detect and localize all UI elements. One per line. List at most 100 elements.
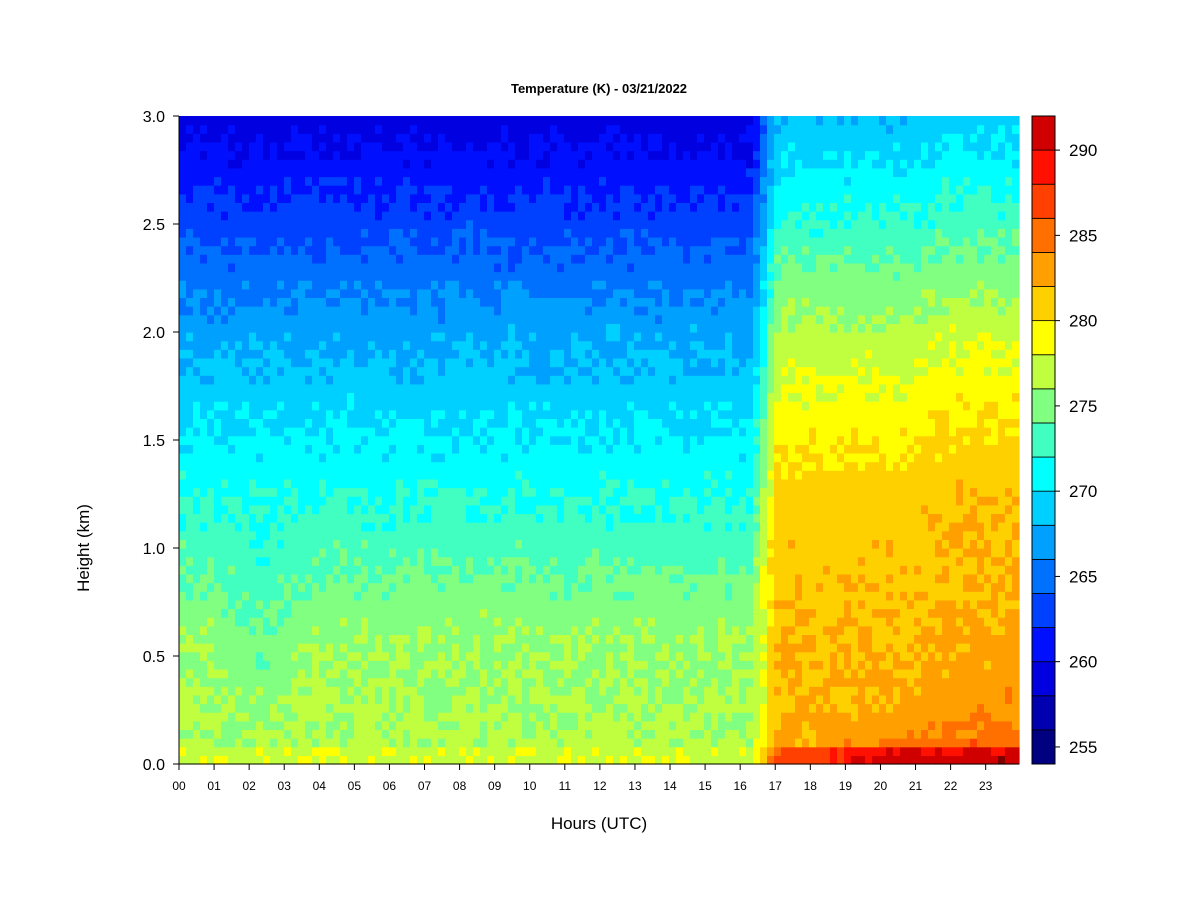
heatmap-cell (410, 211, 418, 221)
heatmap-cell (431, 694, 439, 705)
heatmap-cell (305, 288, 313, 299)
heatmap-cell (291, 314, 299, 324)
heatmap-cell (515, 643, 523, 653)
heatmap-cell (291, 738, 299, 748)
heatmap-cell (214, 314, 222, 324)
heatmap-cell (312, 332, 320, 342)
heatmap-cell (396, 332, 404, 342)
heatmap-cell (417, 487, 425, 497)
heatmap-cell (466, 504, 474, 515)
heatmap-cell (368, 694, 376, 705)
heatmap-cell (207, 280, 215, 290)
heatmap-cell (564, 306, 572, 316)
heatmap-cell (235, 383, 243, 394)
heatmap-cell (375, 746, 383, 756)
heatmap-cell (522, 530, 530, 540)
heatmap-cell (228, 539, 236, 549)
heatmap-cell (277, 539, 285, 549)
heatmap-cell (284, 427, 292, 437)
heatmap-cell (445, 288, 453, 299)
heatmap-cell (424, 625, 432, 635)
heatmap-cell (410, 461, 418, 471)
heatmap-cell (368, 427, 376, 437)
heatmap-cell (585, 288, 593, 299)
heatmap-cell (613, 357, 621, 368)
heatmap-cell (291, 478, 299, 489)
heatmap-cell (382, 185, 390, 195)
heatmap-cell (515, 383, 523, 394)
heatmap-cell (634, 746, 642, 756)
heatmap-cell (228, 513, 236, 523)
heatmap-cell (550, 297, 558, 307)
heatmap-cell (620, 167, 628, 178)
heatmap-cell (368, 133, 376, 143)
heatmap-cell (501, 159, 509, 169)
heatmap-cell (389, 262, 397, 273)
heatmap-cell (319, 254, 327, 264)
heatmap-cell (291, 643, 299, 653)
heatmap-cell (599, 625, 607, 635)
heatmap-cell (193, 591, 201, 601)
heatmap-cell (207, 133, 215, 143)
heatmap-cell (445, 461, 453, 471)
heatmap-cell (424, 150, 432, 160)
heatmap-cell (270, 314, 278, 324)
heatmap-cell (256, 116, 264, 126)
heatmap-cell (242, 185, 250, 195)
heatmap-cell (529, 556, 537, 566)
heatmap-cell (515, 556, 523, 566)
heatmap-cell (599, 729, 607, 739)
heatmap-cell (543, 651, 551, 661)
heatmap-cell (291, 435, 299, 445)
heatmap-cell (270, 625, 278, 635)
heatmap-cell (256, 306, 264, 316)
heatmap-cell (627, 461, 635, 471)
heatmap-cell (424, 392, 432, 402)
heatmap-cell (263, 133, 271, 143)
heatmap-cell (494, 608, 502, 618)
heatmap-cell (466, 703, 474, 713)
heatmap-cell (424, 755, 432, 765)
heatmap-cell (473, 116, 481, 126)
heatmap-cell (284, 643, 292, 653)
heatmap-cell (473, 349, 481, 359)
heatmap-cell (200, 211, 208, 221)
heatmap-cell (550, 660, 558, 670)
heatmap-cell (200, 176, 208, 186)
heatmap-cell (473, 185, 481, 195)
heatmap-cell (515, 738, 523, 748)
heatmap-cell (480, 599, 488, 610)
heatmap-cell (347, 375, 355, 385)
heatmap-cell (403, 383, 411, 394)
heatmap-cell (235, 565, 243, 575)
heatmap-cell (424, 599, 432, 610)
heatmap-cell (417, 418, 425, 428)
heatmap-cell (214, 159, 222, 169)
heatmap-cell (235, 755, 243, 765)
heatmap-cell (354, 401, 362, 411)
heatmap-cell (634, 141, 642, 152)
heatmap-cell (312, 634, 320, 644)
heatmap-cell (228, 211, 236, 221)
heatmap-cell (186, 202, 194, 212)
heatmap-cell (515, 332, 523, 342)
heatmap-cell (473, 634, 481, 644)
heatmap-cell (487, 124, 495, 134)
heatmap-cell (494, 712, 502, 722)
heatmap-cell (473, 496, 481, 506)
heatmap-cell (284, 487, 292, 497)
heatmap-cell (550, 418, 558, 428)
heatmap-cell (221, 608, 229, 618)
heatmap-cell (571, 452, 579, 463)
heatmap-cell (305, 625, 313, 635)
heatmap-cell (459, 556, 467, 566)
heatmap-cell (550, 133, 558, 143)
heatmap-cell (179, 634, 187, 644)
heatmap-cell (487, 392, 495, 402)
heatmap-cell (263, 738, 271, 748)
heatmap-cell (298, 478, 306, 489)
heatmap-cell (249, 314, 257, 324)
heatmap-cell (501, 651, 509, 661)
heatmap-cell (452, 582, 460, 592)
heatmap-cell (375, 591, 383, 601)
